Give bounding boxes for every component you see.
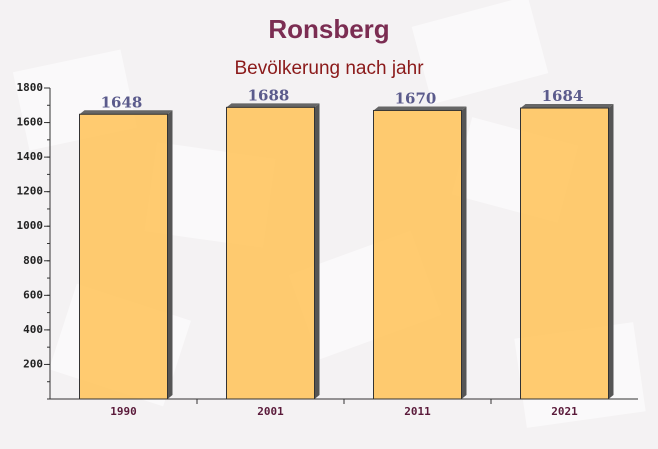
bar-shadow <box>461 106 467 399</box>
y-tick-label: 1400 <box>17 150 44 163</box>
bar <box>226 106 315 400</box>
value-label: 1688 <box>248 86 290 104</box>
x-tick-label: 2001 <box>257 405 284 418</box>
bar-shadow <box>167 110 173 400</box>
y-tick-label: 800 <box>23 254 43 267</box>
x-tick-label: 2011 <box>404 405 431 418</box>
y-tick-label: 200 <box>23 357 43 370</box>
x-tick-label: 1990 <box>110 405 137 418</box>
bar-top <box>520 104 614 109</box>
bar <box>373 109 462 400</box>
value-label: 1670 <box>395 89 437 107</box>
value-label: 1684 <box>542 87 584 105</box>
y-tick-label: 1000 <box>17 219 44 232</box>
bar <box>79 113 168 400</box>
y-tick-label: 600 <box>23 288 43 301</box>
bar-top <box>226 103 320 108</box>
chart-title: Ronsberg <box>268 14 389 44</box>
y-tick-label: 1200 <box>17 185 44 198</box>
chart-subtitle: Bevölkerung nach jahr <box>234 58 424 79</box>
bar-shadow <box>608 104 614 399</box>
y-tick-label: 1800 <box>17 81 44 94</box>
bar-top <box>373 106 467 111</box>
y-tick-label: 400 <box>23 323 43 336</box>
bar-top <box>79 110 173 115</box>
bar-shadow <box>314 103 320 400</box>
x-tick-label: 2021 <box>551 405 578 418</box>
value-label: 1648 <box>101 93 143 111</box>
bar <box>520 107 609 400</box>
y-tick-label: 1600 <box>17 116 44 129</box>
